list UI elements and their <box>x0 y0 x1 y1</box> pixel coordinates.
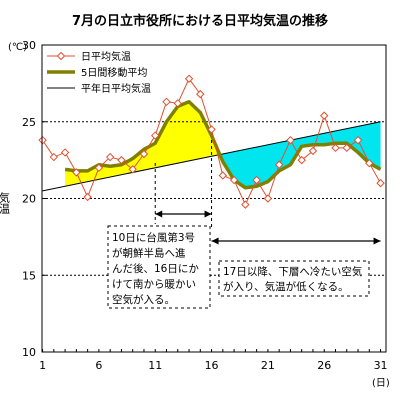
y-tick-label: 10 <box>22 346 36 359</box>
y-tick-label: 15 <box>22 269 36 282</box>
annotation-text: 10日に台風第3号 <box>112 231 195 244</box>
daily-point <box>229 175 239 185</box>
daily-point <box>297 155 306 165</box>
annotation-arrowhead <box>211 237 219 245</box>
y-ticks: 10 15 20 25 30 <box>22 39 46 359</box>
daily-point <box>105 152 115 162</box>
daily-point <box>342 143 351 153</box>
daily-point <box>263 194 273 203</box>
annotation-arrowhead <box>155 210 163 218</box>
daily-point <box>252 175 261 185</box>
x-unit-label: (日) <box>372 378 390 389</box>
daily-point <box>376 178 385 188</box>
annotation-arrowhead <box>204 210 212 218</box>
annotation-text: 空気が入る。 <box>112 293 175 306</box>
daily-point <box>218 171 228 180</box>
warm-area-fill <box>65 101 220 187</box>
daily-point <box>117 155 126 165</box>
series-layer <box>38 74 385 209</box>
daily-point <box>365 158 374 168</box>
daily-point <box>320 111 329 120</box>
cool-area-fill <box>219 121 381 188</box>
daily-point <box>353 135 363 145</box>
daily-point <box>49 152 59 162</box>
annotation-text: んだ後、16日にか <box>112 262 199 275</box>
annotation-text: が朝鮮半島へ進 <box>112 247 186 260</box>
daily-point <box>241 200 250 209</box>
y-unit-label: (℃) <box>8 42 27 53</box>
daily-point <box>274 160 284 169</box>
daily-point <box>151 131 160 140</box>
x-tick-label: 21 <box>261 359 275 372</box>
y-tick-label: 25 <box>22 116 36 129</box>
x-tick-label: 31 <box>374 359 388 372</box>
daily-point <box>38 135 47 145</box>
annotation-arrowhead <box>373 237 381 245</box>
x-ticks: 1 6 11 16 21 26 31 <box>39 349 388 372</box>
moving-average-line <box>64 100 382 190</box>
annotation-box <box>218 260 370 297</box>
daily-point <box>207 125 216 134</box>
daily-point <box>83 192 92 202</box>
annotation-text: 17日以降、下層へ冷たい空気 <box>223 265 363 278</box>
y-tick-label: 20 <box>22 193 36 206</box>
x-tick-label: 1 <box>39 359 46 372</box>
daily-point <box>128 165 137 174</box>
daily-point <box>60 148 70 157</box>
daily-point <box>72 168 81 177</box>
daily-point <box>331 143 340 153</box>
daily-point <box>184 74 194 83</box>
daily-point <box>139 149 149 159</box>
normal-temperature-line <box>42 121 381 192</box>
daily-point <box>173 99 182 108</box>
daily-point <box>162 97 171 107</box>
x-tick-label: 26 <box>317 359 331 372</box>
annotation-text: が入り、気温が低くなる。 <box>223 280 349 293</box>
daily-point <box>286 135 295 145</box>
annotation-text: けて南から暖かい <box>112 278 196 291</box>
x-tick-label: 6 <box>95 359 102 372</box>
area-fills <box>65 101 381 188</box>
x-tick-label: 16 <box>205 359 219 372</box>
gridlines <box>42 121 386 276</box>
daily-point <box>94 163 104 173</box>
chart-title: 7月の日立市役所における日平均気温の推移 <box>72 13 328 29</box>
y-axis-label: 気温 <box>0 191 11 214</box>
legend-normal-label: 平年日平均気温 <box>81 82 151 95</box>
y-tick-label: 30 <box>22 39 36 52</box>
legend-daily-label: 日平均気温 <box>81 50 131 63</box>
daily-point <box>308 146 318 156</box>
annotation-box <box>107 225 211 309</box>
x-tick-label: 11 <box>148 359 162 372</box>
legend-ma-label: 5日間移動平均 <box>81 66 147 79</box>
daily-point <box>196 89 205 99</box>
legend-daily-marker <box>56 51 66 61</box>
